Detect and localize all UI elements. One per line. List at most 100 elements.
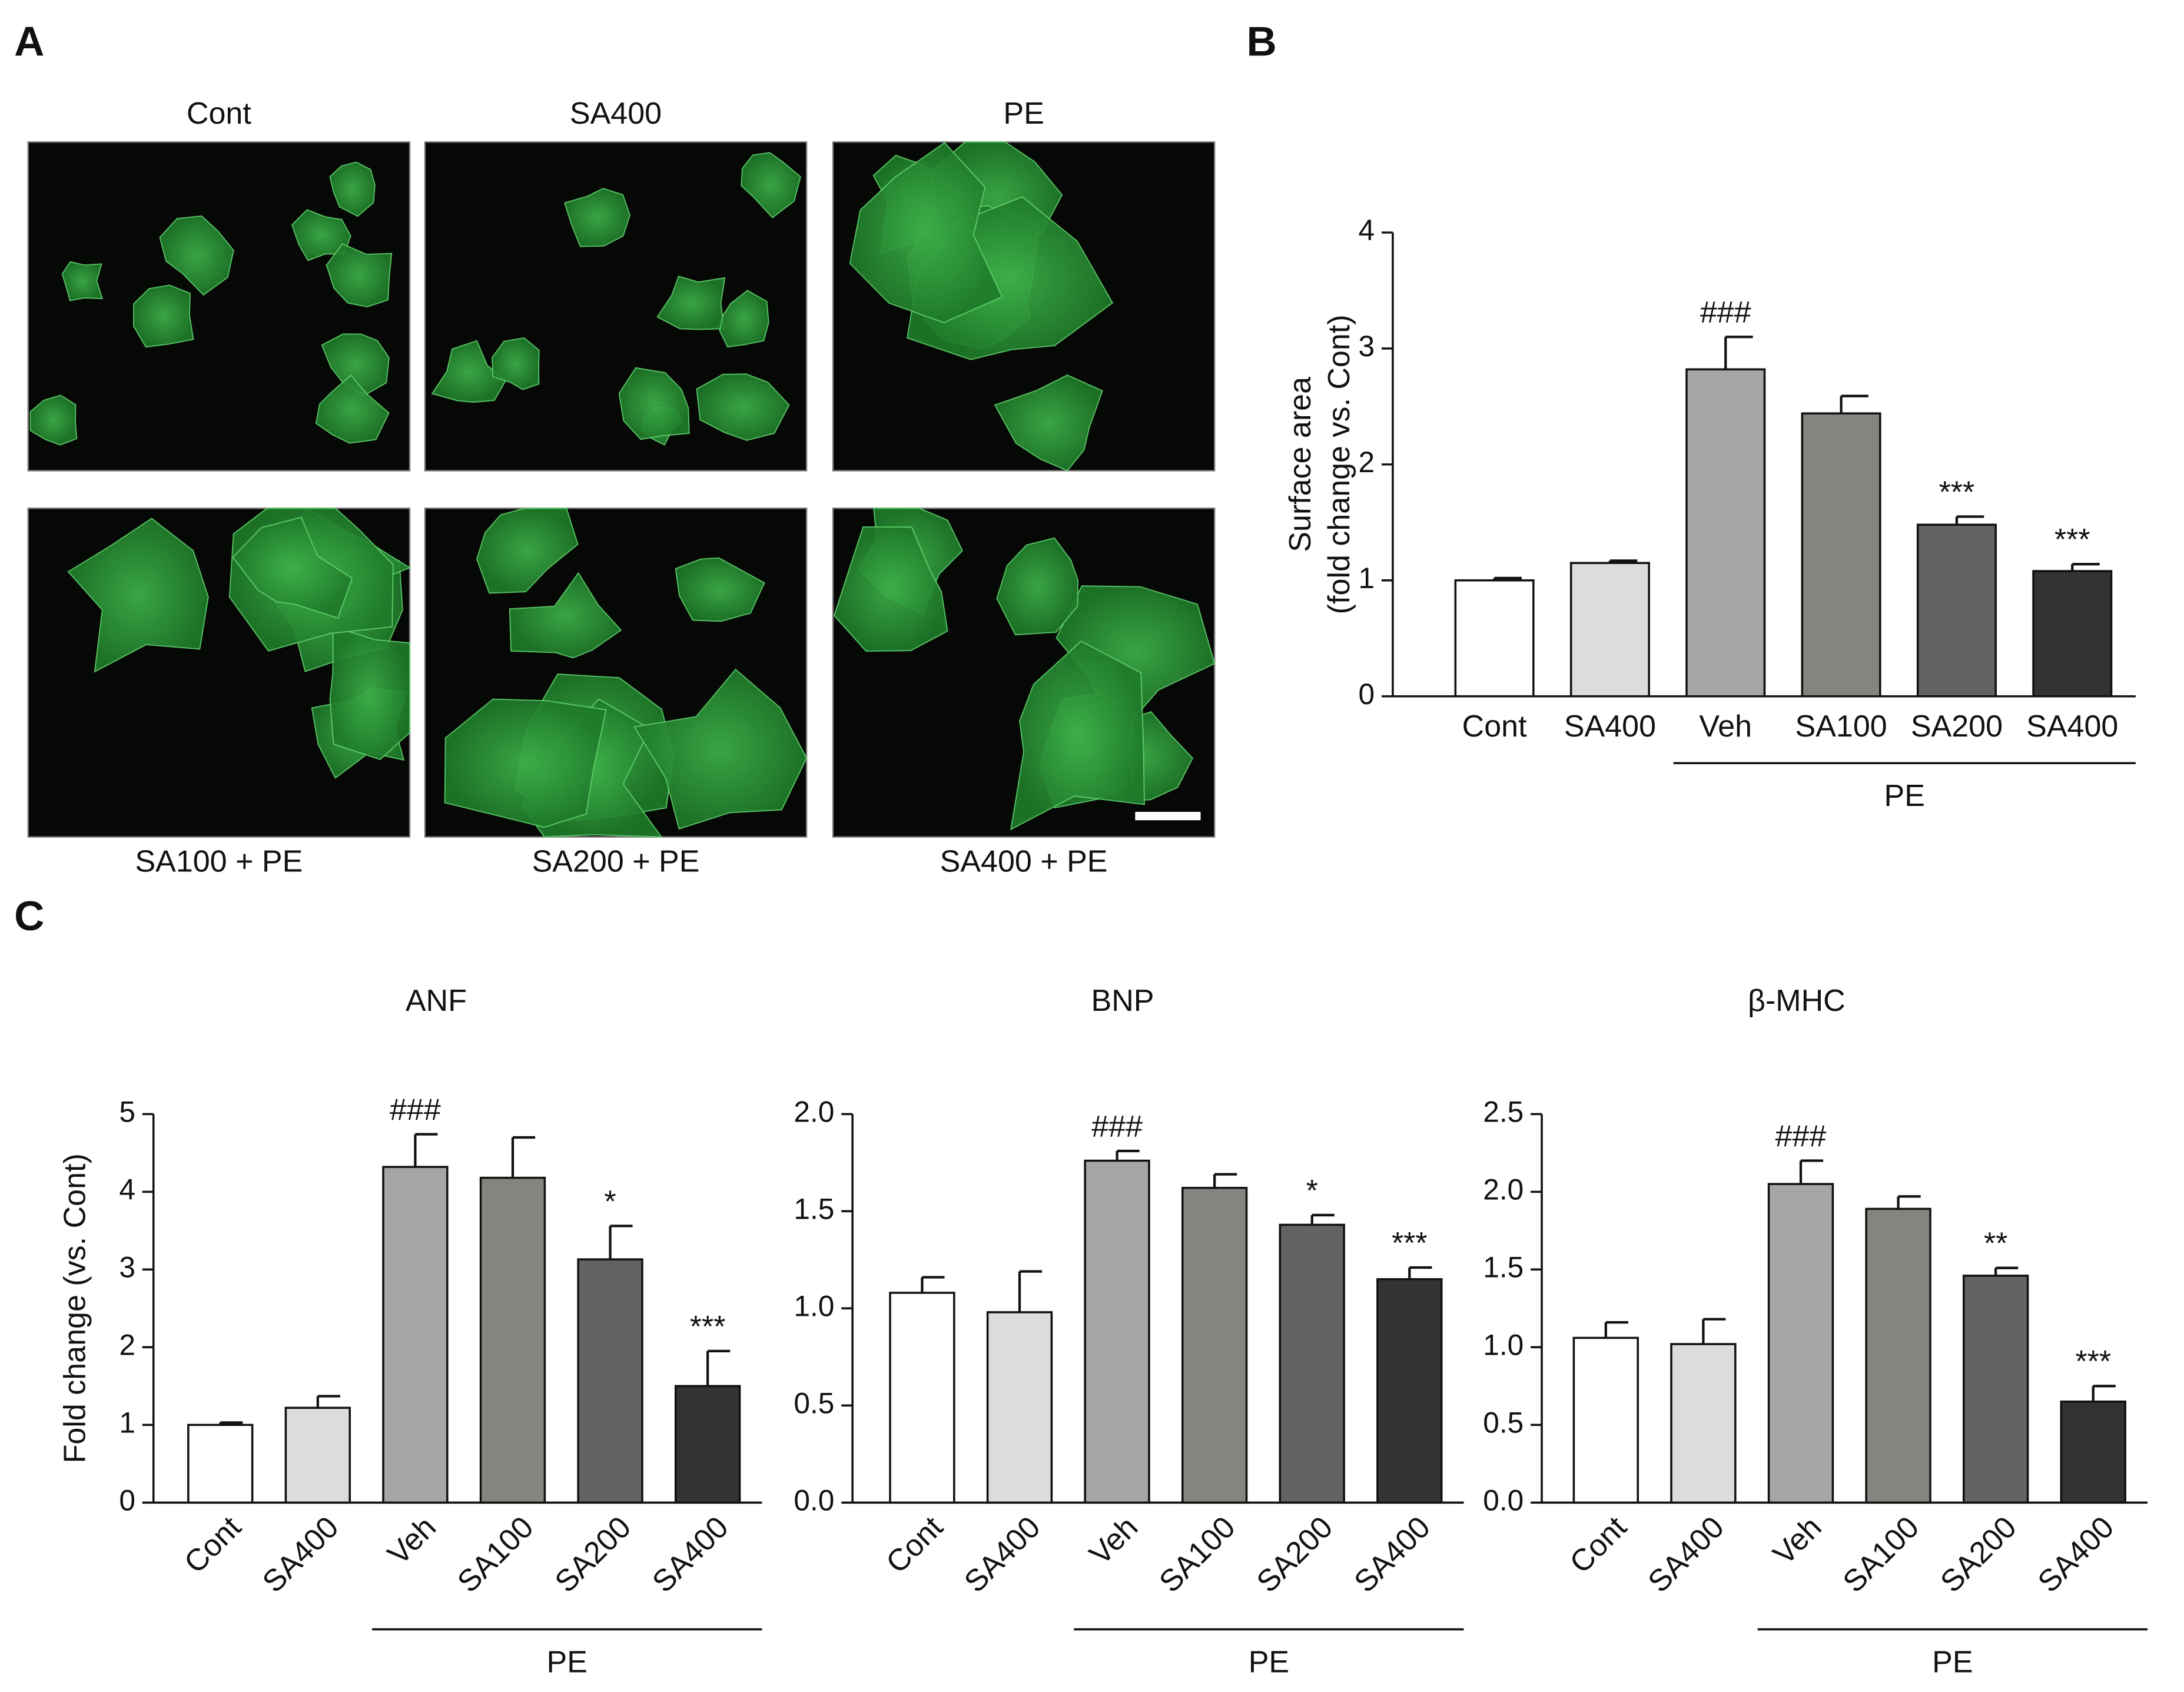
significance-label: ### bbox=[1775, 1119, 1827, 1153]
x-tick-label: SA100 bbox=[1795, 709, 1887, 744]
cell bbox=[633, 668, 808, 830]
y-tick-label: 4 bbox=[1359, 214, 1375, 247]
y-tick-label: 0.0 bbox=[1483, 1484, 1524, 1517]
panel-label: B bbox=[1247, 18, 1277, 65]
cell bbox=[315, 374, 390, 444]
x-tick-label: Veh bbox=[381, 1510, 443, 1571]
y-tick-label: 1.0 bbox=[794, 1289, 834, 1322]
significance-label: *** bbox=[1392, 1226, 1428, 1260]
group-label: PE bbox=[547, 1645, 588, 1679]
y-tick-label: 4 bbox=[119, 1173, 135, 1206]
x-tick-label: Cont bbox=[879, 1510, 950, 1580]
bar bbox=[479, 1176, 546, 1504]
x-tick-label: Cont bbox=[1564, 1510, 1634, 1580]
cell bbox=[994, 374, 1103, 472]
bar bbox=[1084, 1159, 1150, 1504]
cell bbox=[675, 557, 765, 622]
cell bbox=[996, 537, 1078, 636]
x-tick-label: SA400 bbox=[2026, 709, 2118, 744]
x-tick-label: SA400 bbox=[2032, 1510, 2120, 1599]
bar bbox=[1569, 562, 1650, 698]
cell bbox=[329, 161, 376, 217]
significance-label: ### bbox=[390, 1093, 441, 1127]
chart-title: BNP bbox=[1091, 984, 1154, 1018]
cell bbox=[834, 526, 948, 652]
y-tick-label: 0 bbox=[119, 1484, 135, 1517]
cell bbox=[509, 572, 622, 659]
y-tick-label: 3 bbox=[1359, 330, 1375, 363]
cell bbox=[741, 152, 801, 218]
image-label: PE bbox=[1003, 97, 1044, 131]
x-tick-label: Veh bbox=[1699, 709, 1752, 744]
y-tick-label: 5 bbox=[119, 1095, 135, 1128]
cell bbox=[444, 698, 607, 828]
x-tick-label: Veh bbox=[1083, 1510, 1144, 1571]
x-tick-label: Veh bbox=[1767, 1510, 1828, 1571]
bar bbox=[284, 1406, 351, 1504]
cell bbox=[329, 626, 410, 761]
x-tick-label: SA400 bbox=[1347, 1510, 1436, 1599]
y-tick-label: 1.5 bbox=[794, 1192, 834, 1225]
x-tick-label: Cont bbox=[178, 1510, 248, 1580]
cell bbox=[326, 243, 393, 308]
y-tick-label: 0.0 bbox=[794, 1484, 834, 1517]
cell bbox=[492, 337, 540, 390]
cell bbox=[563, 188, 631, 247]
image-label: SA400 bbox=[570, 97, 662, 131]
cell bbox=[618, 367, 690, 440]
significance-label: ### bbox=[1091, 1110, 1143, 1144]
bar bbox=[674, 1385, 741, 1504]
cell bbox=[656, 276, 726, 330]
bar bbox=[889, 1292, 955, 1504]
y-tick-label: 2.0 bbox=[1483, 1173, 1524, 1206]
y-tick-label: 0.5 bbox=[794, 1386, 834, 1419]
y-tick-label: 1 bbox=[119, 1406, 135, 1439]
x-tick-label: Cont bbox=[1462, 709, 1527, 744]
group-label: PE bbox=[1932, 1645, 1973, 1679]
x-tick-label: SA100 bbox=[1837, 1510, 1926, 1599]
cell bbox=[67, 517, 209, 673]
y-tick-label: 1.5 bbox=[1483, 1250, 1524, 1283]
x-tick-label: SA100 bbox=[451, 1510, 540, 1599]
bar bbox=[1685, 368, 1766, 698]
bar bbox=[187, 1424, 254, 1504]
x-tick-label: SA200 bbox=[1934, 1510, 2023, 1599]
y-axis-label: Fold change (vs. Cont) bbox=[58, 1153, 92, 1463]
image-label: SA100 + PE bbox=[135, 844, 303, 878]
y-tick-label: 1 bbox=[1359, 562, 1375, 595]
y-tick-label: 2 bbox=[119, 1328, 135, 1361]
bar bbox=[1454, 579, 1535, 698]
bar bbox=[1801, 412, 1881, 698]
x-tick-label: SA400 bbox=[1642, 1510, 1731, 1599]
cell bbox=[321, 333, 390, 397]
panel-label: C bbox=[14, 893, 44, 940]
bar bbox=[2060, 1400, 2126, 1504]
bar bbox=[577, 1258, 643, 1504]
group-label: PE bbox=[1249, 1645, 1289, 1679]
y-tick-label: 3 bbox=[119, 1250, 135, 1283]
chart-title: ANF bbox=[406, 984, 467, 1018]
bar bbox=[1572, 1336, 1639, 1504]
group-label: PE bbox=[1884, 779, 1925, 813]
cell bbox=[1010, 641, 1145, 831]
bar bbox=[1916, 523, 1997, 698]
bar bbox=[2032, 570, 2113, 698]
significance-label: ** bbox=[1984, 1227, 2007, 1261]
cell bbox=[133, 284, 194, 348]
image-label: SA200 + PE bbox=[532, 844, 700, 878]
x-tick-label: SA400 bbox=[646, 1510, 735, 1599]
x-tick-label: SA400 bbox=[1564, 709, 1656, 744]
cell bbox=[29, 394, 78, 446]
cell bbox=[232, 516, 353, 619]
y-axis-label: (fold change vs. Cont) bbox=[1322, 314, 1356, 614]
significance-label: * bbox=[1306, 1174, 1318, 1208]
y-tick-label: 2.5 bbox=[1483, 1095, 1524, 1128]
significance-label: *** bbox=[2075, 1345, 2111, 1379]
bar bbox=[1181, 1186, 1248, 1504]
cell bbox=[431, 340, 507, 403]
y-tick-label: 0 bbox=[1359, 678, 1375, 711]
significance-label: * bbox=[604, 1185, 616, 1219]
cell bbox=[849, 142, 1003, 324]
